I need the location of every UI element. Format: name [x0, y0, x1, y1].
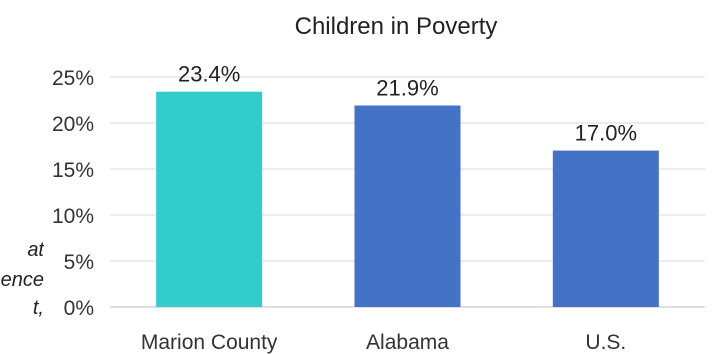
y-tick-label: 0%	[64, 297, 94, 320]
y-tick-label: 15%	[52, 159, 94, 182]
x-category-label: Marion County	[141, 331, 278, 354]
data-label: 17.0%	[575, 121, 637, 146]
x-category-label: Alabama	[366, 331, 449, 354]
data-label: 21.9%	[376, 76, 438, 101]
y-tick-label: 20%	[52, 113, 94, 136]
y-axis-tick-labels: 0% 5% 10% 15% 20% 25%	[52, 67, 94, 320]
data-labels: 23.4% 21.9% 17.0%	[178, 62, 637, 146]
bars	[156, 91, 659, 308]
side-note-line-3: t,	[32, 297, 44, 319]
x-axis-category-labels: Marion County Alabama U.S.	[141, 331, 626, 354]
y-tick-label: 5%	[64, 251, 94, 274]
data-label: 23.4%	[178, 62, 240, 87]
chart-title: Children in Poverty	[295, 13, 498, 40]
y-tick-label: 25%	[52, 67, 94, 90]
truncated-side-note: at ence t,	[0, 230, 44, 330]
bar	[552, 150, 659, 307]
y-tick-label: 10%	[52, 205, 94, 228]
bar	[354, 105, 461, 308]
side-note-line-2: ence	[0, 269, 44, 291]
side-note-line-1: at	[27, 239, 44, 261]
bar	[156, 91, 263, 307]
x-category-label: U.S.	[585, 331, 626, 354]
